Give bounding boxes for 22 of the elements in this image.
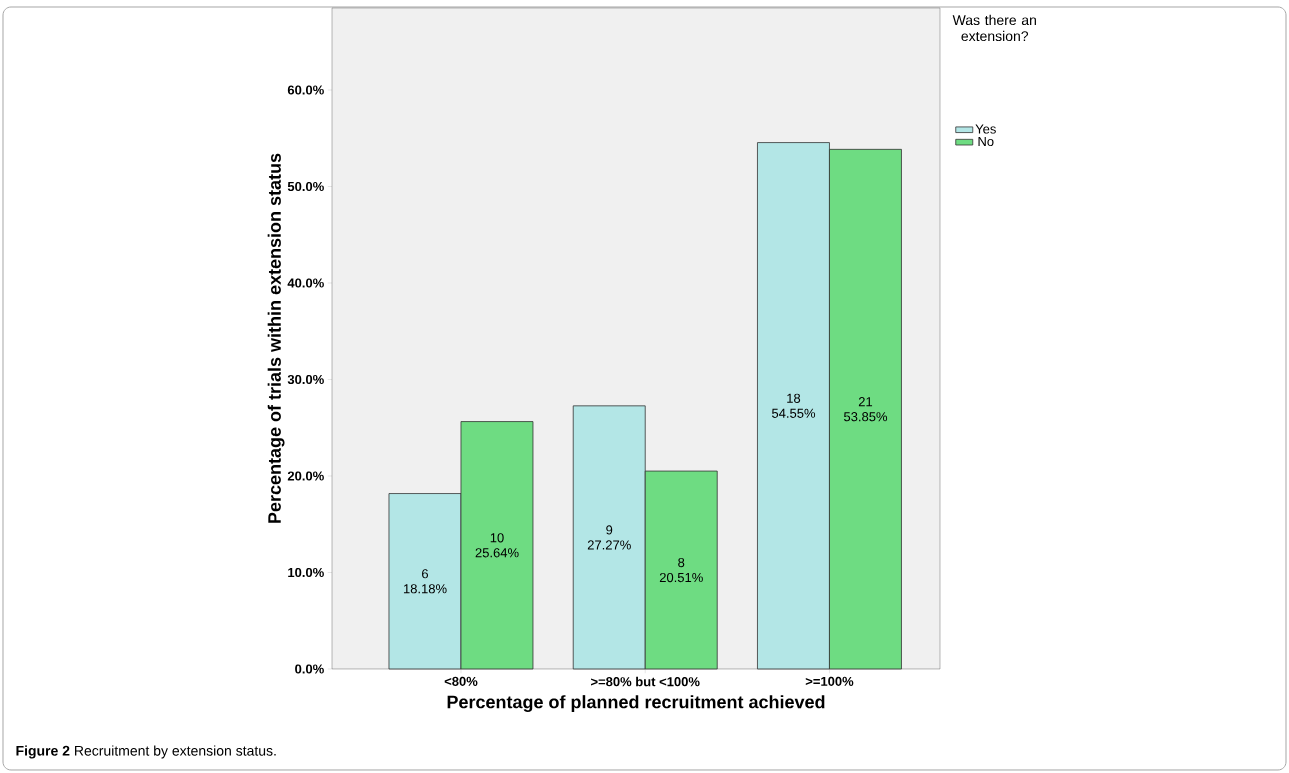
data-label: 10 25.64% [475, 533, 519, 558]
y-tick-label: 0.0% [295, 664, 324, 674]
legend-label: No [978, 136, 994, 147]
y-tick-label: 20.0% [287, 471, 324, 481]
y-axis-title: Percentage of trials within extension status [267, 153, 285, 523]
y-tick-label: 30.0% [287, 374, 324, 385]
data-label: 9 27.27% [587, 525, 631, 550]
x-axis-title: Percentage of planned recruitment achieved [447, 695, 825, 712]
data-label: 21 53.85% [843, 397, 888, 422]
y-tick-label: 10.0% [288, 567, 324, 578]
data-label: 6 18.18% [403, 569, 447, 594]
legend-label: Yes [975, 124, 996, 134]
x-tick-label: >=100% [805, 676, 854, 686]
y-tick-label: 40.0% [287, 278, 324, 288]
x-tick-label: <80% [444, 676, 478, 686]
x-tick-label: >=80% but <100% [591, 676, 700, 687]
text: Figure 2 Recruitment by extension status. [16, 745, 276, 759]
data-label: 8 20.51% [659, 557, 703, 583]
y-tick-label: 50.0% [287, 181, 324, 192]
y-tick-label: 60.0% [287, 85, 324, 95]
data-label: 18 54.55% [771, 393, 816, 418]
legend-title: Was there an extension? [952, 14, 1036, 42]
